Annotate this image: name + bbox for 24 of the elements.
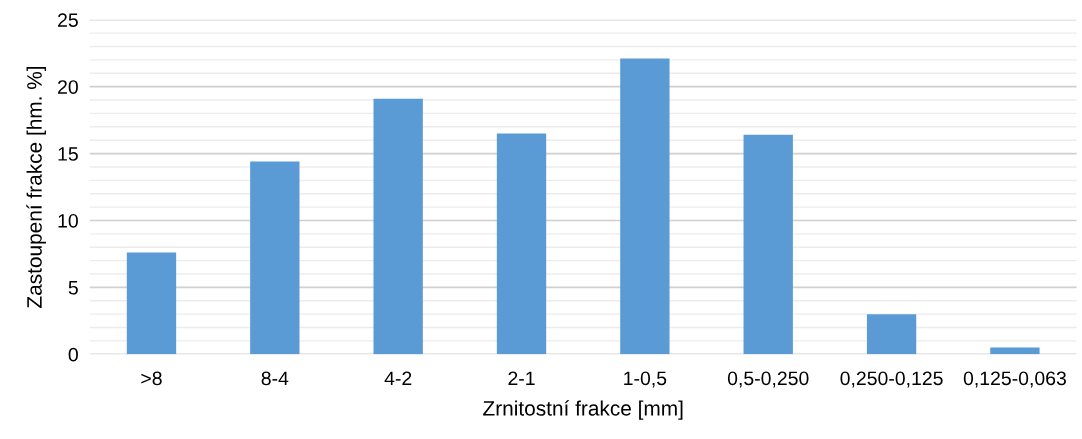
bar [496,133,547,355]
x-tick-label: 0,125-0,063 [963,371,1066,388]
y-tick-label: 5 [68,281,78,295]
bar [743,134,793,355]
x-tick-label: 4-2 [384,371,412,386]
bar [866,314,917,355]
x-tick-label: >8 [141,371,162,386]
x-tick-label: 8-4 [261,371,289,386]
bar [990,347,1040,355]
y-tick-label: 15 [58,147,78,161]
bar [126,252,177,355]
y-tick-label: 25 [58,13,78,27]
x-tick-label: 2-1 [508,371,535,386]
x-axis-title: Zrnitostní frakce [mm] [483,400,683,420]
y-tick-label: 20 [58,80,78,94]
bar [620,58,670,355]
y-tick-label: 10 [58,213,78,228]
bar [250,161,300,355]
y-axis-title: Zastoupení frakce [hm. %] [26,66,46,308]
x-tick-label: 1-0,5 [624,371,667,388]
y-tick-label: 0 [68,347,78,362]
x-tick-label: 0,5-0,250 [727,371,809,388]
x-tick-label: 0,250-0,125 [840,371,943,388]
bar [373,98,423,355]
